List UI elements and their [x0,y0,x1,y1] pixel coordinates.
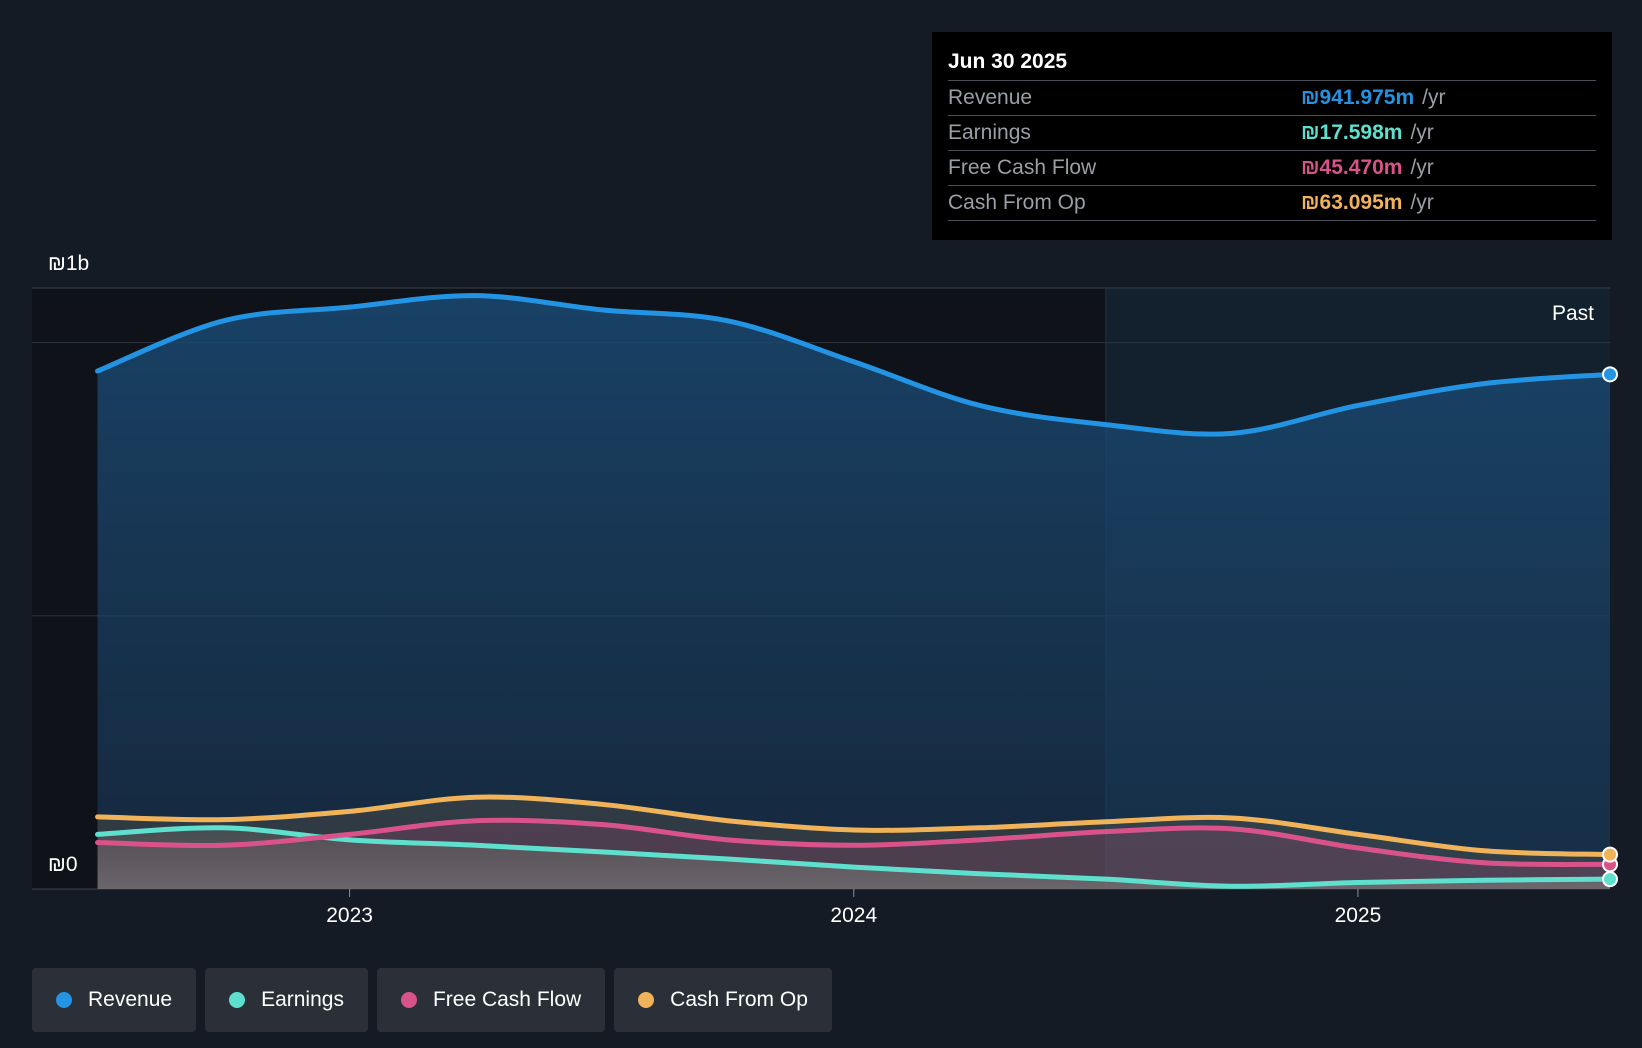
legend-item-revenue[interactable]: Revenue [32,968,197,1032]
tooltip-date: Jun 30 2025 [948,44,1596,81]
legend-dot-icon [229,992,246,1008]
legend-dot-icon [400,992,417,1008]
tooltip-unit: /yr [1410,156,1434,179]
end-dot-revenue [1602,366,1618,383]
end-dot-cash-from-op [1602,846,1618,863]
tooltip-value: ₪17.598m [1301,121,1403,144]
tooltip-row-revenue: Revenue ₪941.975m /yr [948,81,1596,116]
legend-item-free-cash-flow[interactable]: Free Cash Flow [376,968,606,1032]
tooltip-unit: /yr [1410,121,1434,144]
tooltip-label: Cash From Op [948,191,1086,214]
x-tick-label-2023: 2023 [326,904,373,927]
chart-legend: Revenue Earnings Free Cash Flow Cash Fro… [32,968,832,1032]
data-tooltip: Jun 30 2025 Revenue ₪941.975m /yr Earnin… [932,32,1612,240]
tooltip-label: Revenue [948,86,1033,109]
past-label: Past [1552,302,1594,325]
series-lines [95,293,1613,889]
line-earnings [95,825,1613,889]
x-tick-label-2024: 2024 [830,904,877,927]
legend-item-earnings[interactable]: Earnings [205,968,368,1032]
tooltip-row-earnings: Earnings ₪17.598m /yr [948,116,1596,151]
line-cash-from-op [95,794,1613,858]
tooltip-row-free-cash-flow: Free Cash Flow ₪45.470m /yr [948,151,1596,186]
legend-label: Earnings [261,988,344,1011]
y-axis-label-top: ₪1b [48,252,90,275]
tooltip-row-cash-from-op: Cash From Op ₪63.095m /yr [948,186,1596,221]
legend-label: Revenue [88,988,173,1011]
legend-item-cash-from-op[interactable]: Cash From Op [614,968,832,1032]
tooltip-unit: /yr [1410,191,1434,214]
tooltip-label: Free Cash Flow [948,156,1097,179]
x-axis-ticks: 2023 2024 2025 [326,889,1381,927]
tooltip-label: Earnings [948,121,1031,144]
x-tick-label-2025: 2025 [1335,904,1382,927]
legend-dot-icon [56,992,72,1008]
area-revenue [97,295,1611,889]
tooltip-value: ₪63.095m [1301,191,1403,214]
series-end-dots [1602,366,1618,888]
line-free-cash-flow [95,817,1613,868]
area-earnings [97,827,1611,889]
legend-dot-icon [638,992,655,1008]
tooltip-value: ₪45.470m [1301,156,1403,179]
tooltip-unit: /yr [1422,86,1446,109]
legend-label: Free Cash Flow [432,988,582,1011]
y-axis-label-bottom: ₪0 [48,853,78,876]
tooltip-value: ₪941.975m [1301,86,1415,109]
legend-label: Cash From Op [670,988,808,1011]
end-dot-earnings [1602,871,1618,888]
line-revenue [95,293,1613,437]
